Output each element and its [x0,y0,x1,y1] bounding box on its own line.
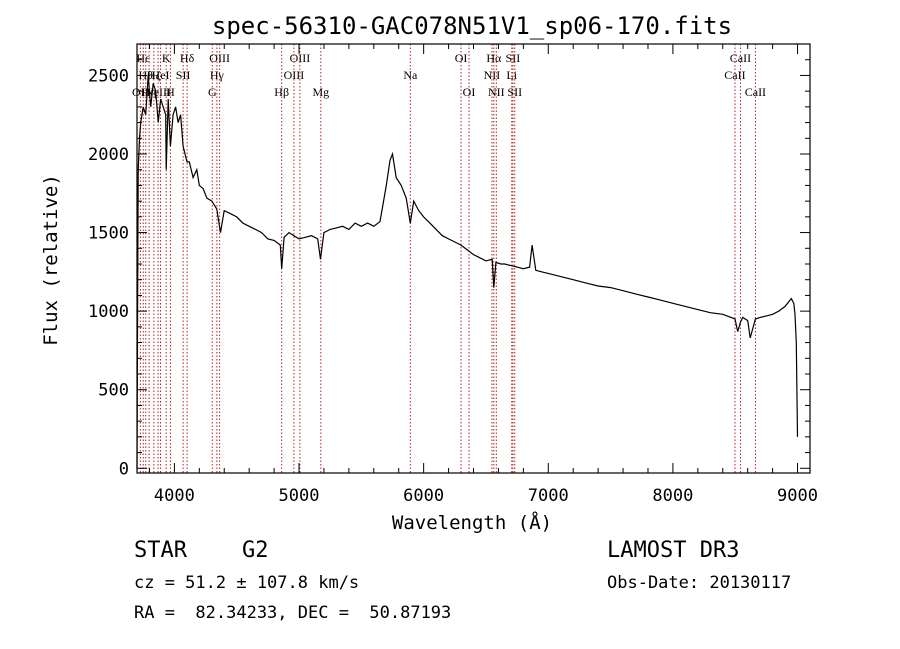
line-marker-label: SII [506,51,521,65]
line-marker-label: Li [506,68,517,82]
survey-name: LAMOST DR3 [607,538,740,563]
object-class: STAR [134,538,187,563]
line-marker-label: SII [176,68,191,82]
obs-date: Obs-Date: 20130117 [607,573,792,593]
line-marker-label: OII [132,85,149,99]
line-marker-label: CaII [730,51,751,65]
x-tick-label: 6000 [403,486,444,506]
x-tick-label: 4000 [154,486,195,506]
line-marker-label: Hδ [180,51,195,65]
line-marker-label: HeI [152,68,170,82]
line-markers: OIIHεHθHηHζNeIIIHeIKHSIIHδGHγOIIIHβOIIIO… [132,44,766,473]
x-tick-label: 7000 [528,486,569,506]
coordinates: RA = 82.34233, DEC = 50.87193 [134,603,452,623]
line-marker-label: Hε [136,51,150,65]
line-marker-label: K [162,51,171,65]
spectrum-line [136,75,799,469]
line-marker-label: Hα [486,51,502,65]
y-tick-label: 2500 [88,66,129,86]
x-tick-label: 8000 [652,486,693,506]
chart-title: spec-56310-GAC078N51V1_sp06-170.fits [212,12,732,40]
redshift-value: cz = 51.2 ± 107.8 km/s [134,573,360,593]
line-marker-label: OIII [209,51,230,65]
y-tick-label: 2000 [88,145,129,165]
line-marker-label: OIII [290,51,311,65]
line-marker-label: OI [455,51,468,65]
line-marker-label: Hζ [147,68,161,82]
line-marker-label: SII [507,85,522,99]
object-subclass: G2 [242,538,269,563]
line-marker-label: G [208,85,217,99]
axis-ticks: 4000 5000 6000 7000 8000 9000 0 500 1000 1500 2000… [88,43,818,506]
y-tick-label: 0 [119,459,129,479]
line-marker-label: OI [463,85,476,99]
line-marker-label: CaII [724,68,745,82]
x-tick-label: 9000 [777,486,818,506]
line-marker-label: NII [484,68,501,82]
x-axis-label: Wavelength (Å) [392,511,552,534]
line-marker-label: CaII [745,85,766,99]
line-marker-label: NII [488,85,505,99]
line-marker-label: Hβ [274,85,289,99]
line-marker-label: OIII [284,68,305,82]
y-tick-label: 1500 [88,224,129,244]
plot-frame [136,43,811,474]
line-marker-label: H [166,85,175,99]
line-marker-label: Hγ [210,68,225,82]
line-marker-label: Na [403,68,418,82]
y-tick-label: 1000 [88,302,129,322]
line-marker-label: Mg [312,85,329,99]
plot-group: spec-56310-GAC078N51V1_sp06-170.fits Flu… [40,12,818,534]
y-tick-label: 500 [98,381,129,401]
y-axis-label: Flux (relative) [40,174,62,346]
x-tick-label: 5000 [279,486,320,506]
